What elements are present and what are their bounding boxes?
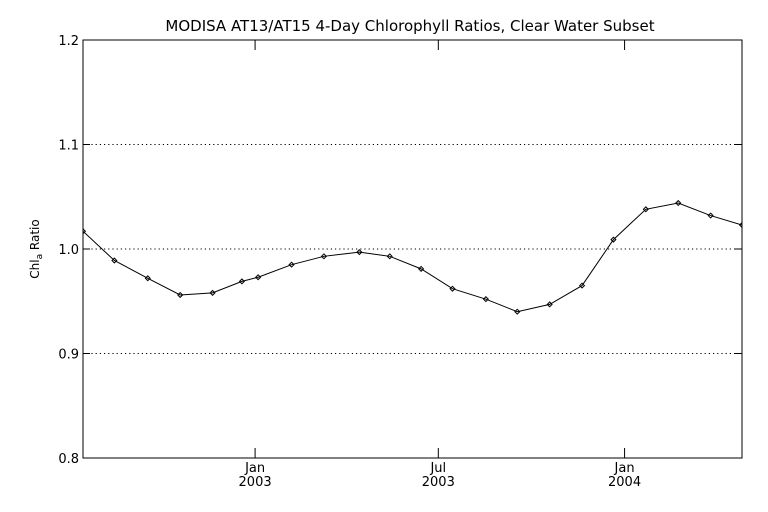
y-axis-label-base: Chl [28, 259, 42, 278]
x-tick-label-year-0: 2003 [239, 475, 272, 490]
data-point-20 [707, 212, 714, 219]
axes [82, 39, 743, 459]
data-point-5 [238, 278, 246, 285]
data-point-1 [111, 257, 118, 264]
data-point-19 [675, 199, 682, 207]
y-tick-label-2: 1.0 [58, 243, 79, 258]
data-point-2 [144, 275, 151, 282]
data-point-11 [417, 265, 425, 272]
data-point-0 [83, 228, 87, 235]
data-point-16 [578, 282, 586, 289]
x-tick-label-month-0: Jan [244, 461, 265, 476]
x-tick-label-year-1: 2003 [422, 475, 455, 490]
series-0 [83, 199, 742, 315]
data-point-12 [449, 285, 456, 292]
x-tick-label-year-2: 2004 [608, 475, 641, 490]
plot-frame [82, 39, 743, 459]
data-point-15 [546, 301, 553, 308]
y-tick-label-4: 1.2 [58, 34, 79, 49]
data-point-8 [320, 253, 328, 260]
y-axis-label-subscript: a [35, 254, 45, 260]
data-point-3 [177, 291, 184, 299]
x-tick-label-month-2: Jan [614, 461, 635, 476]
ticks [83, 39, 742, 459]
data-point-17 [610, 236, 617, 243]
grid-lines [83, 144, 742, 354]
y-tick-label-1: 0.9 [58, 348, 79, 363]
series-line-0 [83, 202, 742, 313]
data-point-7 [288, 261, 295, 268]
y-tick-label-0: 0.8 [58, 452, 79, 467]
data-point-21 [738, 221, 742, 229]
data-point-14 [514, 308, 521, 315]
chart-title: MODISA AT13/AT15 4-Day Chlorophyll Ratio… [165, 17, 654, 35]
series [83, 199, 742, 315]
data-point-9 [356, 249, 363, 256]
y-axis-label: Chla Ratio [28, 219, 45, 278]
data-point-6 [255, 274, 262, 281]
data-point-10 [386, 253, 393, 260]
data-point-18 [642, 206, 649, 213]
y-tick-label-3: 1.1 [58, 139, 79, 154]
x-tick-label-month-1: Jul [429, 461, 446, 476]
y-axis-label-suffix: Ratio [28, 219, 42, 254]
data-point-4 [209, 289, 216, 296]
data-point-13 [482, 296, 489, 303]
